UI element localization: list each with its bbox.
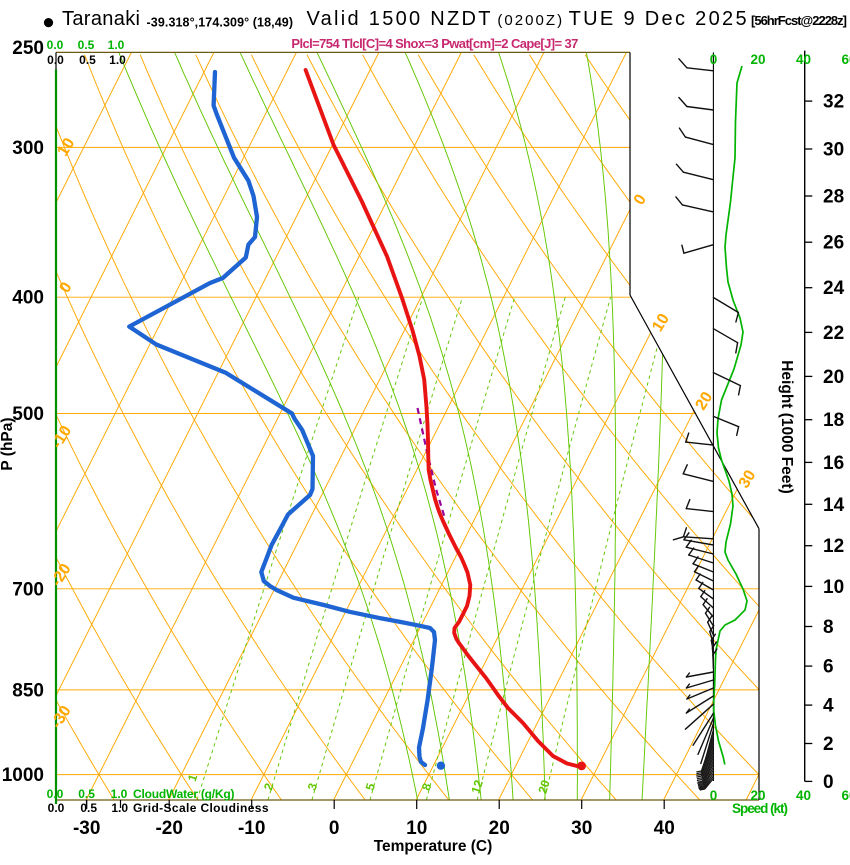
svg-text:5: 5 bbox=[363, 781, 378, 792]
svg-text:22: 22 bbox=[823, 323, 844, 344]
svg-text:P (hPa): P (hPa) bbox=[0, 417, 16, 470]
svg-text:16: 16 bbox=[823, 453, 844, 474]
svg-text:Height (1000 Feet): Height (1000 Feet) bbox=[778, 360, 795, 494]
svg-text:0.0: 0.0 bbox=[47, 787, 64, 801]
svg-text:400: 400 bbox=[12, 288, 44, 309]
svg-text:1.0: 1.0 bbox=[111, 787, 128, 801]
svg-text:-10: -10 bbox=[238, 818, 265, 839]
svg-text:Valid 1500 NZDT: Valid 1500 NZDT bbox=[307, 8, 491, 30]
svg-text:20: 20 bbox=[489, 818, 510, 839]
svg-text:6: 6 bbox=[823, 657, 834, 678]
svg-text:20: 20 bbox=[750, 788, 765, 803]
svg-text:32: 32 bbox=[823, 92, 844, 113]
svg-text:10: 10 bbox=[55, 135, 79, 159]
svg-text:20: 20 bbox=[823, 367, 844, 388]
svg-text:(0200Z): (0200Z) bbox=[497, 12, 562, 29]
svg-text:30: 30 bbox=[823, 140, 844, 161]
svg-text:0: 0 bbox=[823, 772, 834, 793]
svg-text:0: 0 bbox=[710, 52, 718, 67]
svg-text:TUE 9 Dec 2025: TUE 9 Dec 2025 bbox=[569, 8, 747, 30]
svg-text:1: 1 bbox=[185, 772, 200, 783]
svg-text:40: 40 bbox=[796, 52, 811, 67]
svg-text:8: 8 bbox=[419, 781, 434, 792]
svg-text:2: 2 bbox=[261, 781, 276, 792]
svg-text:8: 8 bbox=[823, 617, 834, 638]
svg-text:850: 850 bbox=[12, 680, 44, 701]
svg-text:0.5: 0.5 bbox=[78, 787, 95, 801]
svg-text:20: 20 bbox=[693, 389, 717, 413]
svg-text:-30: -30 bbox=[73, 818, 100, 839]
svg-text:60: 60 bbox=[841, 52, 850, 67]
svg-text:12: 12 bbox=[823, 536, 844, 557]
svg-text:12: 12 bbox=[468, 778, 486, 795]
svg-text:0.0: 0.0 bbox=[47, 53, 64, 67]
svg-text:10: 10 bbox=[823, 577, 844, 598]
svg-text:30: 30 bbox=[736, 467, 760, 491]
svg-text:-20: -20 bbox=[155, 818, 182, 839]
svg-text:20: 20 bbox=[535, 778, 553, 795]
svg-text:1.0: 1.0 bbox=[108, 38, 125, 52]
svg-text:1.0: 1.0 bbox=[111, 801, 128, 815]
svg-text:4: 4 bbox=[823, 696, 834, 717]
svg-text:20: 20 bbox=[750, 52, 765, 67]
svg-text:14: 14 bbox=[823, 495, 845, 516]
svg-text:26: 26 bbox=[823, 233, 844, 254]
svg-text:40: 40 bbox=[796, 788, 811, 803]
svg-text:0: 0 bbox=[329, 818, 340, 839]
svg-text:Temperature (C): Temperature (C) bbox=[374, 838, 493, 855]
svg-text:40: 40 bbox=[654, 818, 675, 839]
svg-text:Speed (kt): Speed (kt) bbox=[732, 801, 788, 816]
svg-text:700: 700 bbox=[12, 579, 44, 600]
svg-text:0.5: 0.5 bbox=[78, 38, 95, 52]
svg-text:300: 300 bbox=[12, 138, 44, 159]
svg-text:24: 24 bbox=[823, 278, 845, 299]
svg-text:1.0: 1.0 bbox=[109, 53, 126, 67]
svg-text:[56hrFcst@2228z]: [56hrFcst@2228z] bbox=[751, 13, 847, 28]
svg-text:0.5: 0.5 bbox=[79, 53, 96, 67]
svg-text:0: 0 bbox=[710, 788, 718, 803]
svg-text:250: 250 bbox=[12, 38, 44, 59]
svg-text:Taranaki: Taranaki bbox=[62, 8, 140, 30]
svg-text:Grid-Scale Cloudiness: Grid-Scale Cloudiness bbox=[133, 801, 269, 815]
svg-text:Plcl=754 Tlcl[C]=4 Shox=3 Pwat: Plcl=754 Tlcl[C]=4 Shox=3 Pwat[cm]=2 Cap… bbox=[291, 36, 578, 51]
svg-text:500: 500 bbox=[12, 404, 44, 425]
svg-text:2: 2 bbox=[823, 734, 834, 755]
svg-text:30: 30 bbox=[571, 818, 592, 839]
svg-text:1000: 1000 bbox=[2, 765, 44, 786]
svg-text:10: 10 bbox=[649, 311, 673, 335]
svg-text:0.0: 0.0 bbox=[48, 801, 65, 815]
svg-text:3: 3 bbox=[305, 781, 320, 792]
svg-text:10: 10 bbox=[406, 818, 427, 839]
svg-text:0.0: 0.0 bbox=[47, 38, 64, 52]
svg-text:60: 60 bbox=[841, 788, 850, 803]
svg-text:28: 28 bbox=[823, 187, 844, 208]
svg-text:CloudWater (g/Kg): CloudWater (g/Kg) bbox=[133, 787, 235, 801]
svg-text:-39.318°,174.309° (18,49): -39.318°,174.309° (18,49) bbox=[147, 16, 294, 30]
svg-text:0.5: 0.5 bbox=[80, 801, 97, 815]
svg-text:18: 18 bbox=[823, 410, 844, 431]
